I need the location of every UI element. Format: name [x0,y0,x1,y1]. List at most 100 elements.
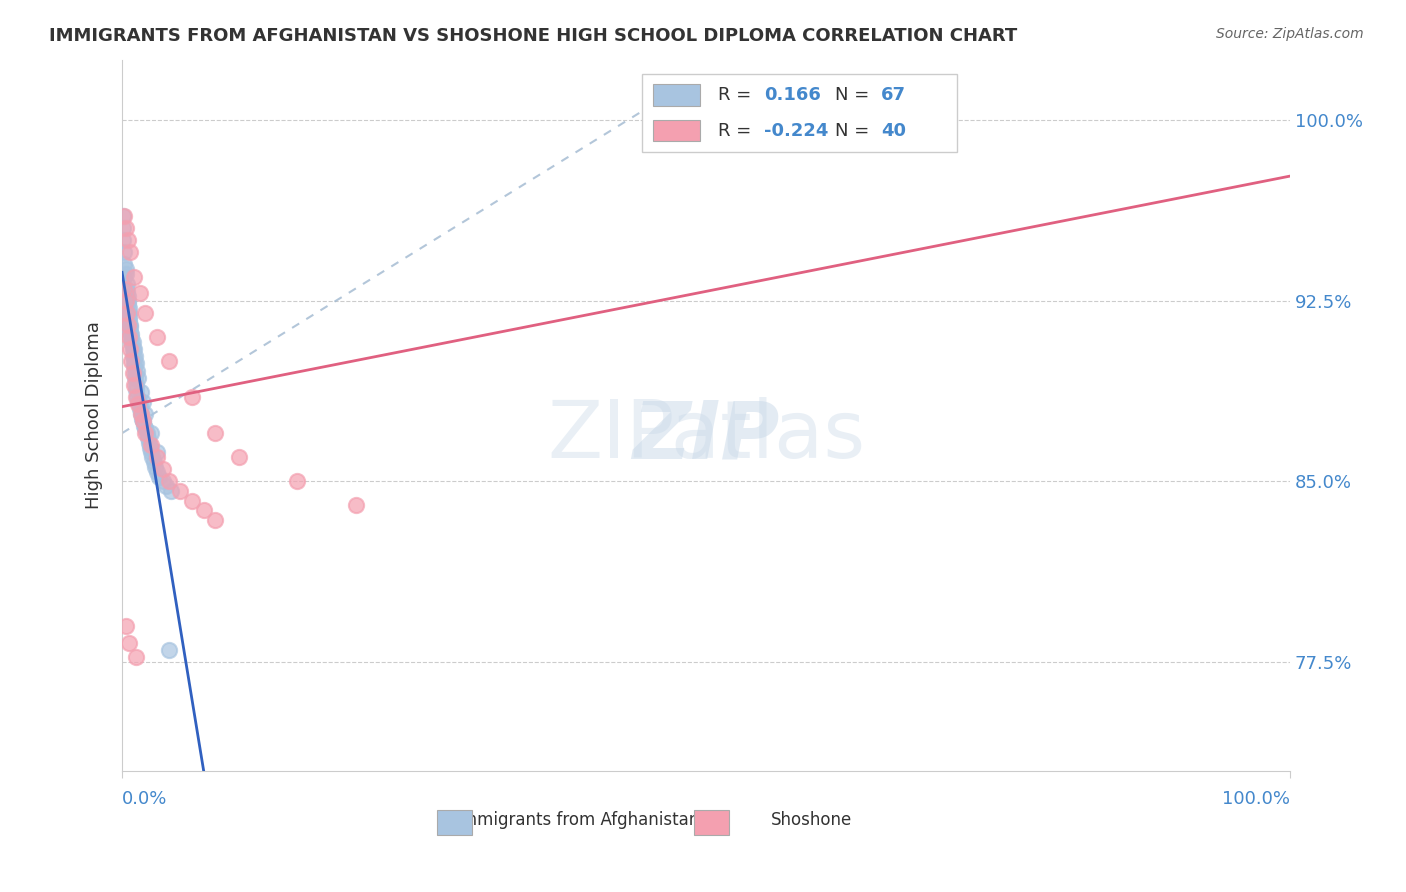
Point [120,245,142,260]
Text: Source: ZipAtlas.com: Source: ZipAtlas.com [1216,27,1364,41]
Bar [695,810,730,835]
Point [117,293,139,308]
Text: 0.166: 0.166 [765,87,821,104]
Point [134,421,156,435]
Point [118,313,141,327]
Point [141,438,163,452]
Point [136,431,159,445]
Text: R =: R = [717,121,756,140]
Point [114,619,136,633]
Point [204,426,226,441]
Point [169,483,191,498]
Point [141,445,163,459]
Point [121,349,143,363]
Point [121,366,143,380]
Point [148,469,170,483]
Point [121,334,143,349]
Point [127,370,149,384]
Point [112,209,135,223]
Point [157,643,180,657]
Point [118,636,141,650]
Point [128,397,150,411]
Point [141,426,163,441]
Text: ZIPatlas: ZIPatlas [547,398,865,475]
Point [122,269,145,284]
Point [134,426,156,441]
Point [112,209,135,223]
Point [125,383,148,397]
Text: Shoshone: Shoshone [770,812,852,830]
Point [118,330,141,344]
Point [112,269,135,284]
Point [160,483,183,498]
Point [114,267,136,281]
Point [117,289,139,303]
Point [125,378,148,392]
Point [157,354,180,368]
Point [142,455,165,469]
Point [120,330,142,344]
Point [134,407,156,421]
Point [132,414,155,428]
Point [134,419,156,434]
Point [129,385,152,400]
Point [146,445,169,459]
Point [115,277,138,291]
Point [134,306,156,320]
Point [120,327,142,342]
Point [122,342,145,356]
Point [112,257,135,271]
Bar [654,120,700,141]
Point [114,221,136,235]
Point [124,349,146,363]
Point [122,359,145,373]
Point [112,233,135,247]
Point [127,394,149,409]
Point [129,407,152,421]
Point [112,281,135,295]
Point [152,462,174,476]
Point [157,475,180,489]
Text: N =: N = [835,87,875,104]
Point [204,513,226,527]
Point [139,441,162,455]
Point [112,245,135,260]
Point [114,286,136,301]
Point [124,366,146,380]
Point [120,354,142,368]
Point [120,320,142,334]
Point [125,650,148,665]
Point [127,363,149,377]
Point [132,394,155,409]
Point [129,407,152,421]
Point [131,411,153,425]
Point [114,281,136,295]
Bar [654,85,700,106]
Point [117,318,139,332]
Point [127,397,149,411]
Text: 40: 40 [882,121,907,140]
Text: 67: 67 [882,87,907,104]
Point [114,293,136,308]
Point [120,318,142,332]
Text: 100.0%: 100.0% [1222,789,1291,808]
Point [141,450,163,465]
Point [193,503,215,517]
Point [117,233,139,247]
Point [344,499,367,513]
Point [117,296,139,310]
Point [181,493,204,508]
Point [128,286,150,301]
Bar [641,74,957,152]
Point [146,330,169,344]
Point [143,459,166,474]
Point [152,475,174,489]
Point [181,390,204,404]
Text: Immigrants from Afghanistan: Immigrants from Afghanistan [456,812,699,830]
Point [115,284,138,298]
Text: N =: N = [835,121,875,140]
Y-axis label: High School Diploma: High School Diploma [86,321,103,509]
Point [132,414,155,428]
Point [124,370,146,384]
Point [155,479,177,493]
